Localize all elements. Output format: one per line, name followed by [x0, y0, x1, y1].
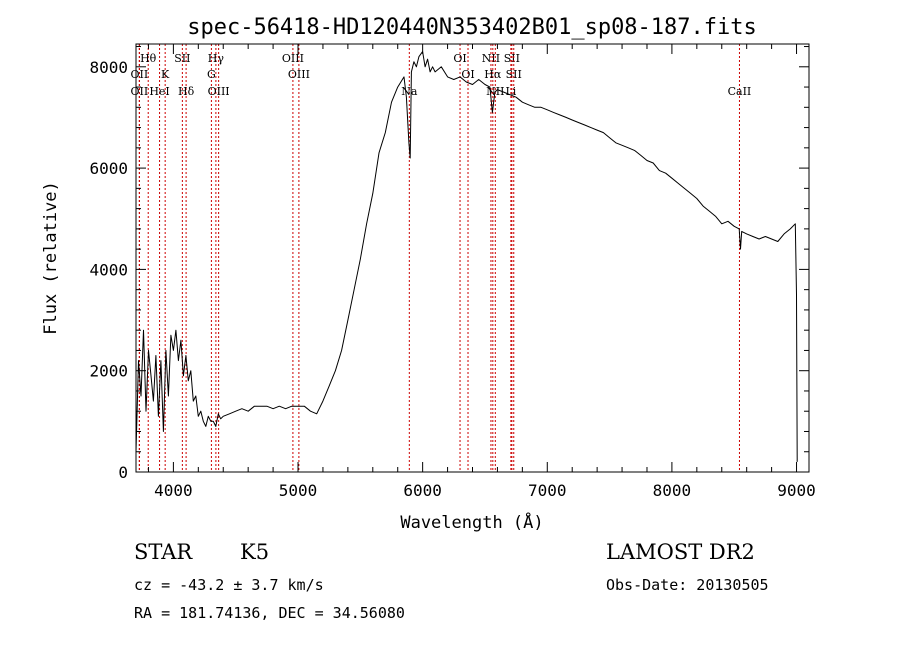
- x-tick-label: 9000: [777, 481, 816, 500]
- x-tick-label: 6000: [403, 481, 442, 500]
- line-marker-label: SII: [174, 52, 190, 65]
- y-tick-label: 8000: [89, 58, 128, 77]
- line-marker-label: K: [161, 68, 170, 81]
- x-axis-label: Wavelength (Å): [400, 511, 543, 533]
- x-tick-label: 5000: [279, 481, 318, 500]
- survey-name: LAMOST DR2: [606, 540, 755, 564]
- x-tick-label: 7000: [528, 481, 567, 500]
- spectral-line-markers: Hθ OII OII HeI K SII Hδ Hγ G OIII OIII OIII Na OI OI NI…: [131, 44, 752, 472]
- chart-title: spec-56418-HD120440N353402B01_sp08-187.f…: [187, 15, 757, 40]
- plot-frame: [135, 43, 810, 473]
- line-marker-label: OIII: [288, 68, 310, 81]
- line-marker-label: G: [207, 68, 216, 81]
- coordinates: RA = 181.74136, DEC = 34.56080: [134, 604, 405, 622]
- y-tick-label: 2000: [89, 362, 128, 381]
- line-marker-label: OI: [453, 52, 466, 65]
- line-marker-label: Hα: [484, 68, 502, 81]
- line-marker-label: CaII: [728, 85, 752, 98]
- line-marker-label: SII: [504, 52, 520, 65]
- line-marker-label: Hγ: [208, 52, 225, 65]
- line-marker-label: Na: [401, 85, 418, 98]
- spectrum-line: [135, 51, 798, 462]
- line-marker-label: HeI: [149, 85, 169, 98]
- observation-date: Obs-Date: 20130505: [606, 576, 769, 594]
- line-marker-label: OII: [131, 68, 149, 81]
- x-tick-label: 4000: [154, 481, 193, 500]
- y-tick-label: 6000: [89, 159, 128, 178]
- line-marker-label: NII: [482, 52, 500, 65]
- line-marker-label: OIII: [208, 85, 230, 98]
- x-tick-label: 8000: [653, 481, 692, 500]
- x-axis: 4000 5000 6000 7000 8000 9000: [147, 44, 816, 500]
- spectrum-series: [135, 51, 798, 462]
- line-marker-label: OI: [461, 68, 474, 81]
- line-marker-label: OII: [131, 85, 149, 98]
- y-axis: 0 2000 4000 6000 8000: [89, 46, 809, 482]
- redshift-value: cz = -43.2 ± 3.7 km/s: [134, 576, 324, 594]
- line-marker-label: Li: [505, 85, 516, 98]
- line-marker-label: Hθ: [140, 52, 157, 65]
- y-tick-label: 0: [118, 463, 128, 482]
- line-marker-label: OIII: [282, 52, 304, 65]
- object-class: STAR: [134, 540, 193, 564]
- object-subclass: K5: [240, 540, 270, 564]
- y-axis-label: Flux (relative): [41, 181, 61, 335]
- line-marker-label: SII: [506, 68, 522, 81]
- y-tick-label: 4000: [89, 260, 128, 279]
- line-marker-label: Hδ: [178, 85, 195, 98]
